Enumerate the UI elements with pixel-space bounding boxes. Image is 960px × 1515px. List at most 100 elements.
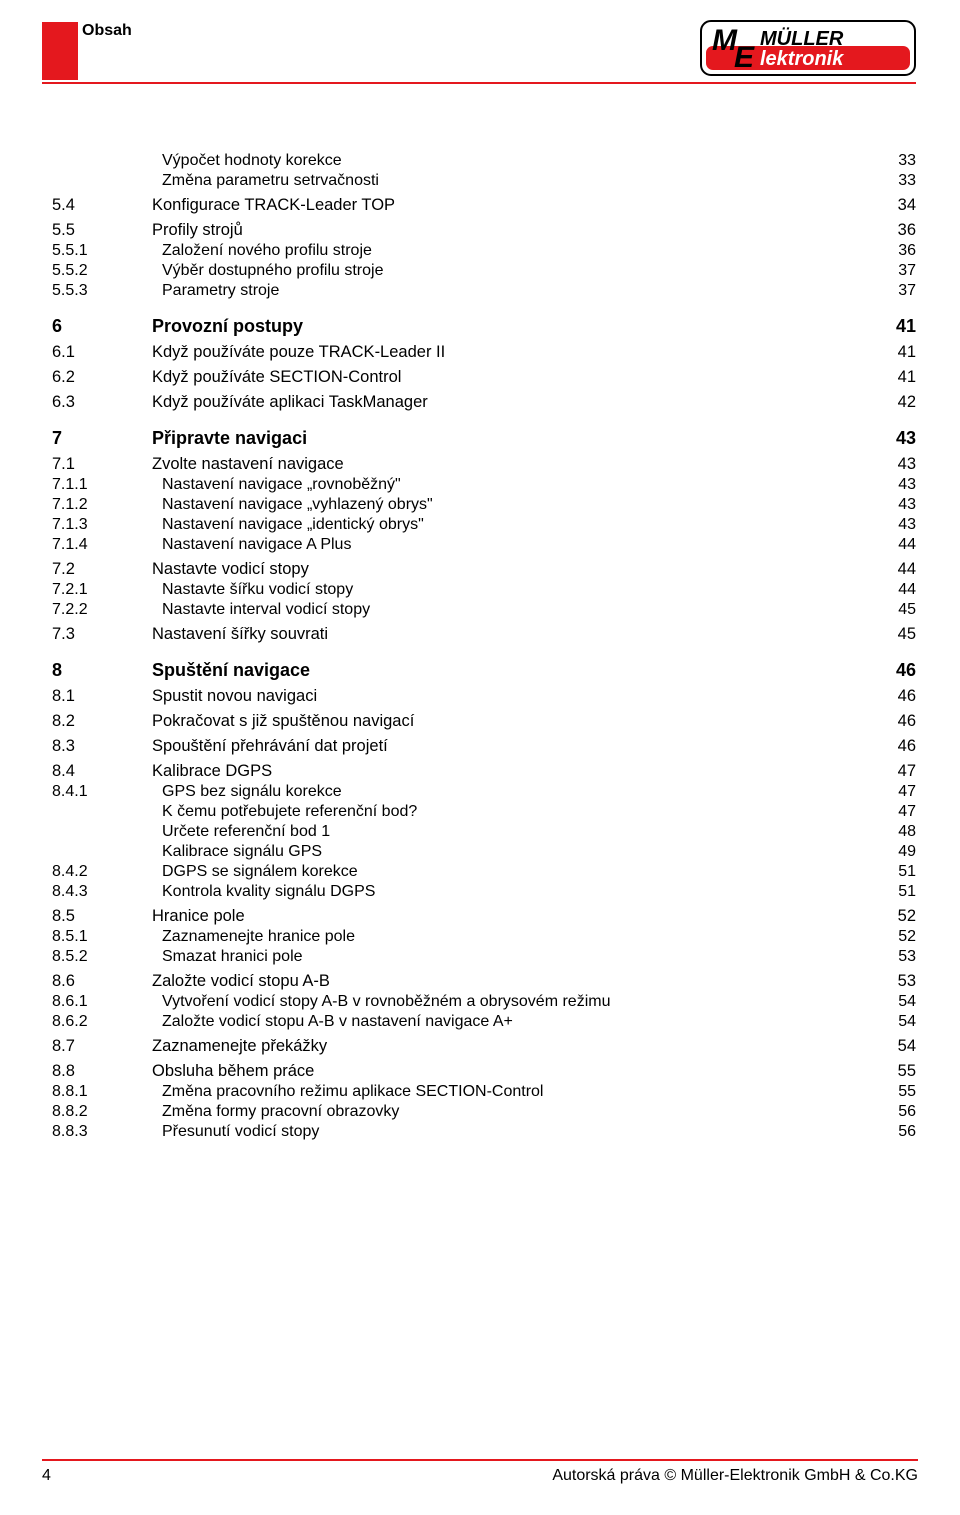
toc-number: 7 <box>52 428 152 449</box>
toc-row: 8.8.1Změna pracovního režimu aplikace SE… <box>52 1083 916 1101</box>
toc-page: 43 <box>866 516 916 534</box>
toc-row: 8.6.1Vytvoření vodicí stopy A-B v rovnob… <box>52 993 916 1011</box>
toc-title: Založte vodicí stopu A-B v nastavení nav… <box>162 1013 866 1031</box>
toc-page: 36 <box>866 242 916 260</box>
toc-title: Nastavte šířku vodicí stopy <box>162 581 866 599</box>
toc-title: Konfigurace TRACK-Leader TOP <box>152 196 866 215</box>
toc-page: 54 <box>866 1013 916 1031</box>
toc-title: Kalibrace signálu GPS <box>162 843 866 861</box>
toc-row: 7.1Zvolte nastavení navigace43 <box>52 455 916 474</box>
toc-number: 8.6.2 <box>52 1013 162 1031</box>
header-underline <box>42 82 916 84</box>
toc-row: 8.6Založte vodicí stopu A-B53 <box>52 972 916 991</box>
toc-title: DGPS se signálem korekce <box>162 863 866 881</box>
toc-number: 5.5.2 <box>52 262 162 280</box>
toc-row: 6.3Když používáte aplikaci TaskManager42 <box>52 393 916 412</box>
toc-page: 42 <box>866 393 916 412</box>
logo-mueller-elektronik: M E MÜLLER lektronik <box>700 20 916 76</box>
toc-row: 5.5.3Parametry stroje37 <box>52 282 916 300</box>
toc-row: 5.5.2Výběr dostupného profilu stroje37 <box>52 262 916 280</box>
toc-page: 51 <box>866 863 916 881</box>
toc-page: 46 <box>866 660 916 681</box>
toc-page: 34 <box>866 196 916 215</box>
toc-row: 8.2Pokračovat s již spuštěnou navigací46 <box>52 712 916 731</box>
toc-number: 8.8.1 <box>52 1083 162 1101</box>
toc-title: Spuštění navigace <box>152 660 866 681</box>
footer-copyright: Autorská práva © Müller-Elektronik GmbH … <box>552 1467 918 1485</box>
toc-row: 8.5.2Smazat hranici pole53 <box>52 948 916 966</box>
toc-row: 7.1.3Nastavení navigace „identický obrys… <box>52 516 916 534</box>
toc-title: Zvolte nastavení navigace <box>152 455 866 474</box>
toc-page: 54 <box>866 993 916 1011</box>
toc-number: 5.4 <box>52 196 152 215</box>
toc-page: 55 <box>866 1062 916 1081</box>
toc-page: 36 <box>866 221 916 240</box>
toc-row: 8.4.1GPS bez signálu korekce47 <box>52 783 916 801</box>
toc-number: 7.1 <box>52 455 152 474</box>
toc-page: 53 <box>866 948 916 966</box>
toc-number: 8.5.2 <box>52 948 162 966</box>
toc-title: Výběr dostupného profilu stroje <box>162 262 866 280</box>
toc-number: 8.5 <box>52 907 152 926</box>
toc-title: Nastavení navigace A Plus <box>162 536 866 554</box>
toc-title: Změna parametru setrvačnosti <box>162 172 866 190</box>
toc-page: 33 <box>866 172 916 190</box>
toc-page: 47 <box>866 762 916 781</box>
toc-row: 8.7Zaznamenejte překážky54 <box>52 1037 916 1056</box>
toc-number: 5.5.1 <box>52 242 162 260</box>
toc-row: K čemu potřebujete referenční bod?47 <box>52 803 916 821</box>
toc-row: 7.1.4Nastavení navigace A Plus44 <box>52 536 916 554</box>
toc-number: 6.1 <box>52 343 152 362</box>
toc-title: Smazat hranici pole <box>162 948 866 966</box>
toc-number: 7.2.1 <box>52 581 162 599</box>
toc-title: Založte vodicí stopu A-B <box>152 972 866 991</box>
toc-row: 8.8.3Přesunutí vodicí stopy56 <box>52 1123 916 1141</box>
toc-row: 7.2Nastavte vodicí stopy44 <box>52 560 916 579</box>
toc-title: Kalibrace DGPS <box>152 762 866 781</box>
toc-number: 8.1 <box>52 687 152 706</box>
toc-row: 5.5.1Založení nového profilu stroje36 <box>52 242 916 260</box>
toc-title: Spustit novou navigaci <box>152 687 866 706</box>
toc-page: 56 <box>866 1103 916 1121</box>
toc-row: 8Spuštění navigace46 <box>52 660 916 681</box>
toc-title: Nastavte vodicí stopy <box>152 560 866 579</box>
toc-page: 56 <box>866 1123 916 1141</box>
toc-page: 33 <box>866 152 916 170</box>
toc-page: 37 <box>866 262 916 280</box>
toc-title: Nastavte interval vodicí stopy <box>162 601 866 619</box>
toc-page: 41 <box>866 316 916 337</box>
toc-number: 7.1.4 <box>52 536 162 554</box>
toc-number: 5.5 <box>52 221 152 240</box>
toc-title: Spouštění přehrávání dat projetí <box>152 737 866 756</box>
toc-number: 8.4.3 <box>52 883 162 901</box>
toc-row: 6.1Když používáte pouze TRACK-Leader II4… <box>52 343 916 362</box>
toc-number: 8.4.1 <box>52 783 162 801</box>
toc-row: 7Připravte navigaci43 <box>52 428 916 449</box>
toc-page: 46 <box>866 737 916 756</box>
toc-title: Provozní postupy <box>152 316 866 337</box>
toc-page: 43 <box>866 496 916 514</box>
toc-number: 7.1.1 <box>52 476 162 494</box>
toc-number: 7.3 <box>52 625 152 644</box>
toc-row: 8.5.1Zaznamenejte hranice pole52 <box>52 928 916 946</box>
toc-page: 43 <box>866 476 916 494</box>
toc-row: 6Provozní postupy41 <box>52 316 916 337</box>
toc-title: Zaznamenejte překážky <box>152 1037 866 1056</box>
toc-page: 44 <box>866 581 916 599</box>
toc-row: 8.8.2Změna formy pracovní obrazovky56 <box>52 1103 916 1121</box>
toc-number: 8 <box>52 660 152 681</box>
toc-title: Změna pracovního režimu aplikace SECTION… <box>162 1083 866 1101</box>
toc-page: 41 <box>866 368 916 387</box>
toc-title: Přesunutí vodicí stopy <box>162 1123 866 1141</box>
toc-page: 54 <box>866 1037 916 1056</box>
logo-text-top: MÜLLER <box>760 27 844 50</box>
toc-number: 8.4 <box>52 762 152 781</box>
footer-underline <box>42 1459 918 1461</box>
toc-number: 6.2 <box>52 368 152 387</box>
toc-row: 7.1.1Nastavení navigace „rovnoběžný"43 <box>52 476 916 494</box>
toc-number: 7.2 <box>52 560 152 579</box>
toc-row: 8.4.2DGPS se signálem korekce51 <box>52 863 916 881</box>
toc-row: 7.2.2Nastavte interval vodicí stopy45 <box>52 601 916 619</box>
toc-row: 7.2.1Nastavte šířku vodicí stopy44 <box>52 581 916 599</box>
toc-title: Profily strojů <box>152 221 866 240</box>
